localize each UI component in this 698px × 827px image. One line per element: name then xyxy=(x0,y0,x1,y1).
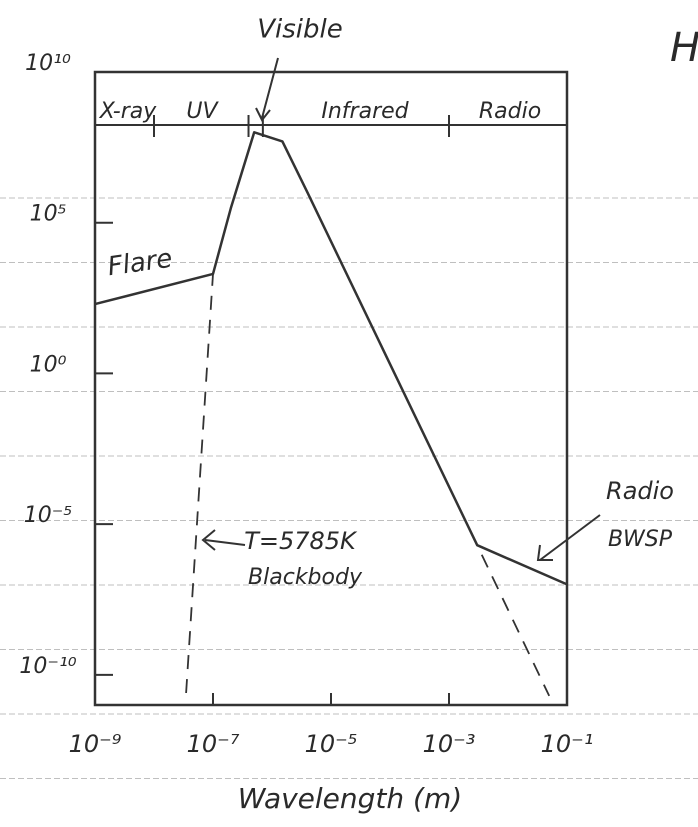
x-tick-label: 10⁻¹ xyxy=(541,730,594,758)
y-tick-label: 10⁰ xyxy=(30,352,67,377)
y-tick-label: 10⁵ xyxy=(30,202,67,227)
y-tick-label: 10⁻⁵ xyxy=(24,503,72,528)
band-label: UV xyxy=(186,99,219,124)
band-label: X-ray xyxy=(99,99,158,124)
x-tick-label: 10⁻⁵ xyxy=(305,730,358,758)
annotation: Flare xyxy=(106,244,174,283)
x-tick-label: 10⁻³ xyxy=(423,730,476,758)
x-tick-label: 10⁻⁷ xyxy=(187,730,240,758)
blackbody-arrow xyxy=(201,529,246,551)
band-label: Radio xyxy=(479,99,541,124)
annotation: Blackbody xyxy=(248,565,363,590)
plot-frame xyxy=(93,70,569,707)
band-label: Visible xyxy=(257,15,343,45)
band-label: Infrared xyxy=(321,99,409,124)
annotation: Radio xyxy=(606,477,674,505)
annotation: BWSP xyxy=(608,527,673,552)
series-line xyxy=(94,131,568,586)
annotation: H xyxy=(670,25,698,71)
annotation: T=5785K xyxy=(244,527,358,555)
x-axis-title: Wavelength (m) xyxy=(238,782,462,815)
series-line xyxy=(185,131,551,697)
bwsp-arrow xyxy=(536,514,601,561)
y-tick-label: 10¹⁰ xyxy=(25,51,71,76)
x-tick-label: 10⁻⁹ xyxy=(69,730,122,758)
y-tick-label: 10⁻¹⁰ xyxy=(19,654,76,679)
notebook-lines xyxy=(0,197,698,779)
visible-arrow xyxy=(261,57,279,119)
